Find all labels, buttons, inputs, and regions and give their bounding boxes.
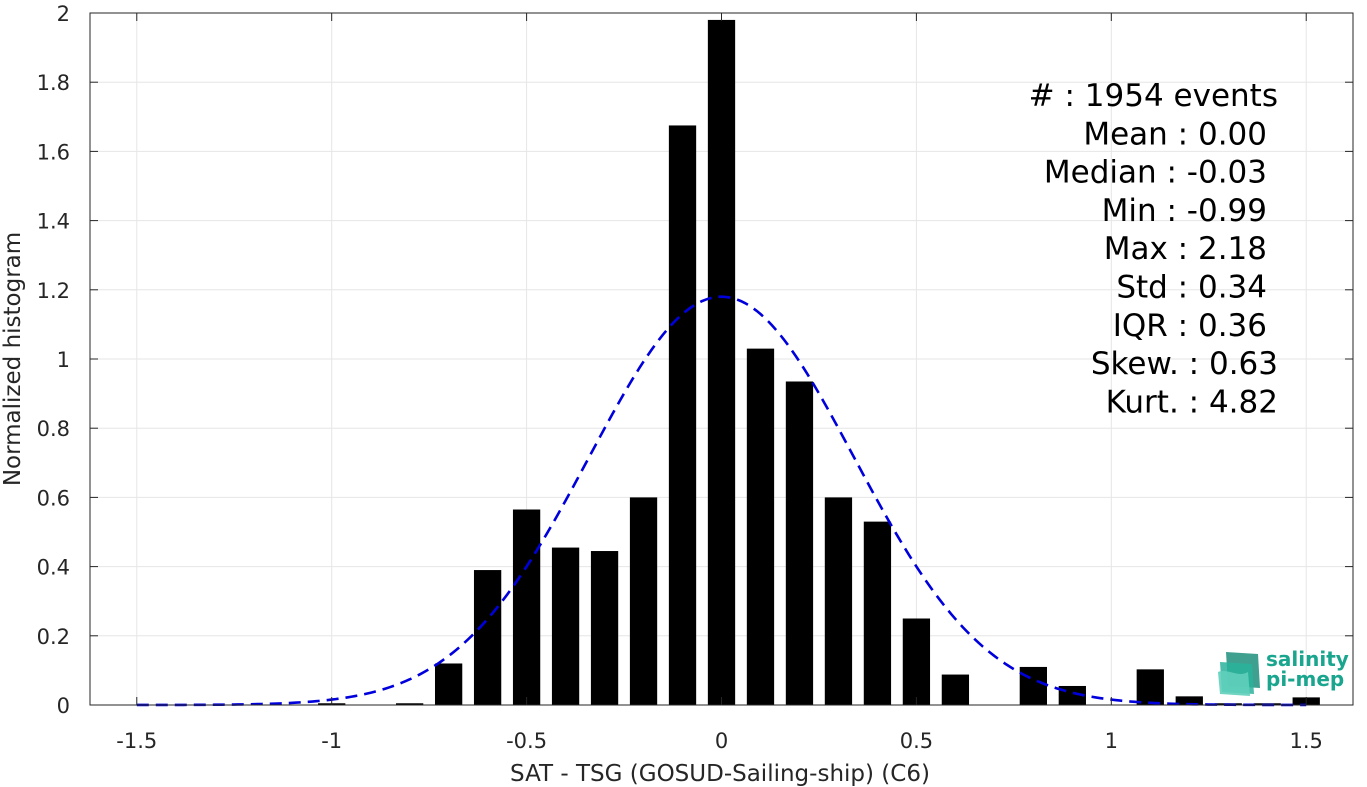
y-tick-labels: 0 0.2 0.4 0.6 0.8 1 1.2 1.4 1.6 1.8 2: [37, 2, 70, 718]
y-tick-label: 1.2: [37, 279, 70, 303]
histogram-bar: [1019, 666, 1047, 705]
histogram-bar: [1136, 669, 1164, 705]
statistics-line: # : 1954 events: [1029, 78, 1278, 114]
logo-text-salinity: salinity: [1266, 647, 1349, 671]
histogram-bar: [629, 497, 658, 705]
y-tick-label: 0.2: [37, 625, 70, 649]
x-tick-label: 0: [715, 729, 728, 753]
histogram-bars: [318, 19, 1320, 706]
x-tick-label: 0.5: [900, 729, 933, 753]
histogram-bar: [473, 570, 502, 705]
y-tick-label: 0.6: [37, 486, 70, 510]
statistics-line: Skew. : 0.63: [1091, 346, 1278, 382]
histogram-bar: [396, 703, 424, 705]
histogram-bar: [707, 19, 736, 706]
salinity-pi-mep-logo: salinity pi-mep: [1218, 647, 1349, 696]
y-tick-label: 0.4: [37, 556, 70, 580]
histogram-bar: [785, 381, 814, 705]
x-tick-labels: -1.5 -1 -0.5 0 0.5 1 1.5: [116, 729, 1323, 753]
histogram-bar: [902, 618, 931, 705]
histogram-bar: [941, 674, 970, 705]
x-tick-label: 1.5: [1290, 729, 1323, 753]
histogram-bar: [512, 509, 541, 705]
axis-ticks: [90, 12, 1353, 706]
statistics-line: IQR : 0.36: [1113, 308, 1267, 344]
histogram-bar: [1175, 696, 1203, 705]
x-tick-label: -1.5: [116, 729, 157, 753]
y-tick-label: 1.6: [37, 140, 70, 164]
x-tick-label: -0.5: [506, 729, 547, 753]
logo-wave-icon: [1218, 652, 1260, 696]
statistics-line: Median : -0.03: [1044, 155, 1267, 191]
y-tick-label: 2: [57, 2, 70, 26]
histogram-bar: [434, 663, 463, 705]
statistics-line: Kurt. : 4.82: [1106, 384, 1278, 420]
x-tick-label: 1: [1105, 729, 1118, 753]
y-tick-label: 1.8: [37, 71, 70, 95]
y-axis-label: Normalized histogram: [0, 232, 26, 486]
y-tick-label: 0: [57, 694, 70, 718]
logo-text-pi-mep: pi-mep: [1266, 667, 1344, 691]
histogram-bar: [863, 521, 892, 705]
y-tick-label: 1: [57, 348, 70, 372]
statistics-line: Max : 2.18: [1104, 231, 1267, 267]
histogram-bar: [551, 547, 580, 705]
y-tick-label: 1.4: [37, 210, 70, 234]
statistics-line: Min : -0.99: [1102, 193, 1267, 229]
histogram-bar: [668, 125, 697, 705]
x-tick-label: -1: [321, 729, 342, 753]
histogram-bar: [746, 348, 775, 705]
x-axis-label: SAT - TSG (GOSUD-Sailing-ship) (C6): [510, 761, 930, 787]
y-tick-label: 0.8: [37, 417, 70, 441]
histogram-bar: [590, 551, 619, 705]
histogram-bar: [824, 497, 853, 705]
statistics-line: Std : 0.34: [1116, 270, 1267, 306]
statistics-line: Mean : 0.00: [1083, 116, 1267, 152]
